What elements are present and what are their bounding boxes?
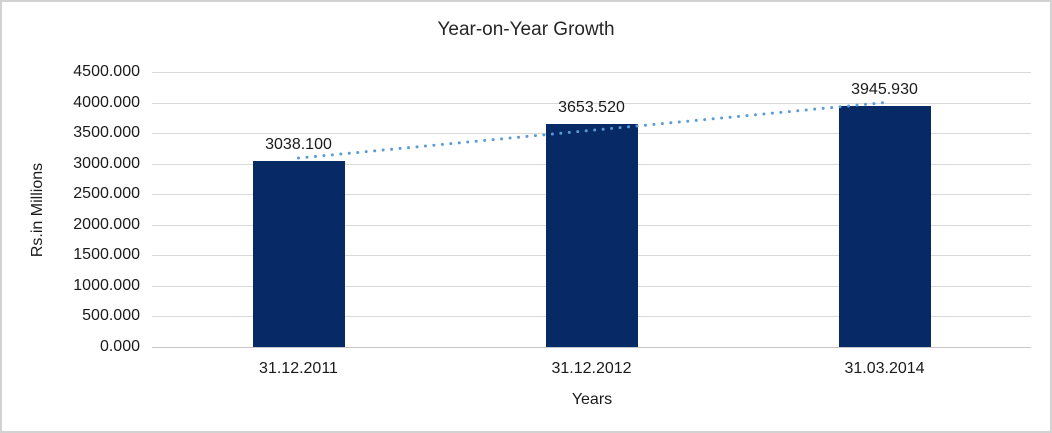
bar-3 [838, 105, 931, 347]
y-axis-tick-label: 2500.000 [73, 185, 140, 203]
bar-value-label: 3653.520 [558, 98, 625, 116]
gridline [152, 72, 1031, 73]
x-axis-line [152, 347, 1031, 348]
y-axis-tick-label: 0.000 [99, 338, 140, 355]
bar-1 [252, 161, 345, 347]
y-axis-tick-label: 4500.000 [73, 63, 140, 80]
x-axis-tick-label: 31.03.2014 [844, 360, 925, 377]
y-axis-tick-label: 1000.000 [73, 276, 140, 294]
y-axis-tick-label: 3000.000 [73, 154, 140, 172]
x-axis-title: Years [571, 391, 613, 408]
bar-2 [545, 123, 638, 347]
x-axis-tick-label: 31.12.2012 [551, 360, 632, 377]
y-axis-tick-label: 4000.000 [73, 93, 140, 111]
chart-title: Year-on-Year Growth [437, 19, 615, 40]
x-axis-tick-label: 31.12.2011 [259, 360, 338, 377]
bar-value-label: 3945.930 [851, 80, 918, 98]
y-axis-tick-label: 500.000 [82, 307, 140, 325]
y-axis-tick-label: 1500.000 [73, 246, 140, 264]
y-axis-tick-label: 2000.000 [73, 215, 140, 233]
bar-value-label: 3038.100 [265, 136, 332, 154]
y-axis-tick-label: 3500.000 [73, 124, 140, 142]
